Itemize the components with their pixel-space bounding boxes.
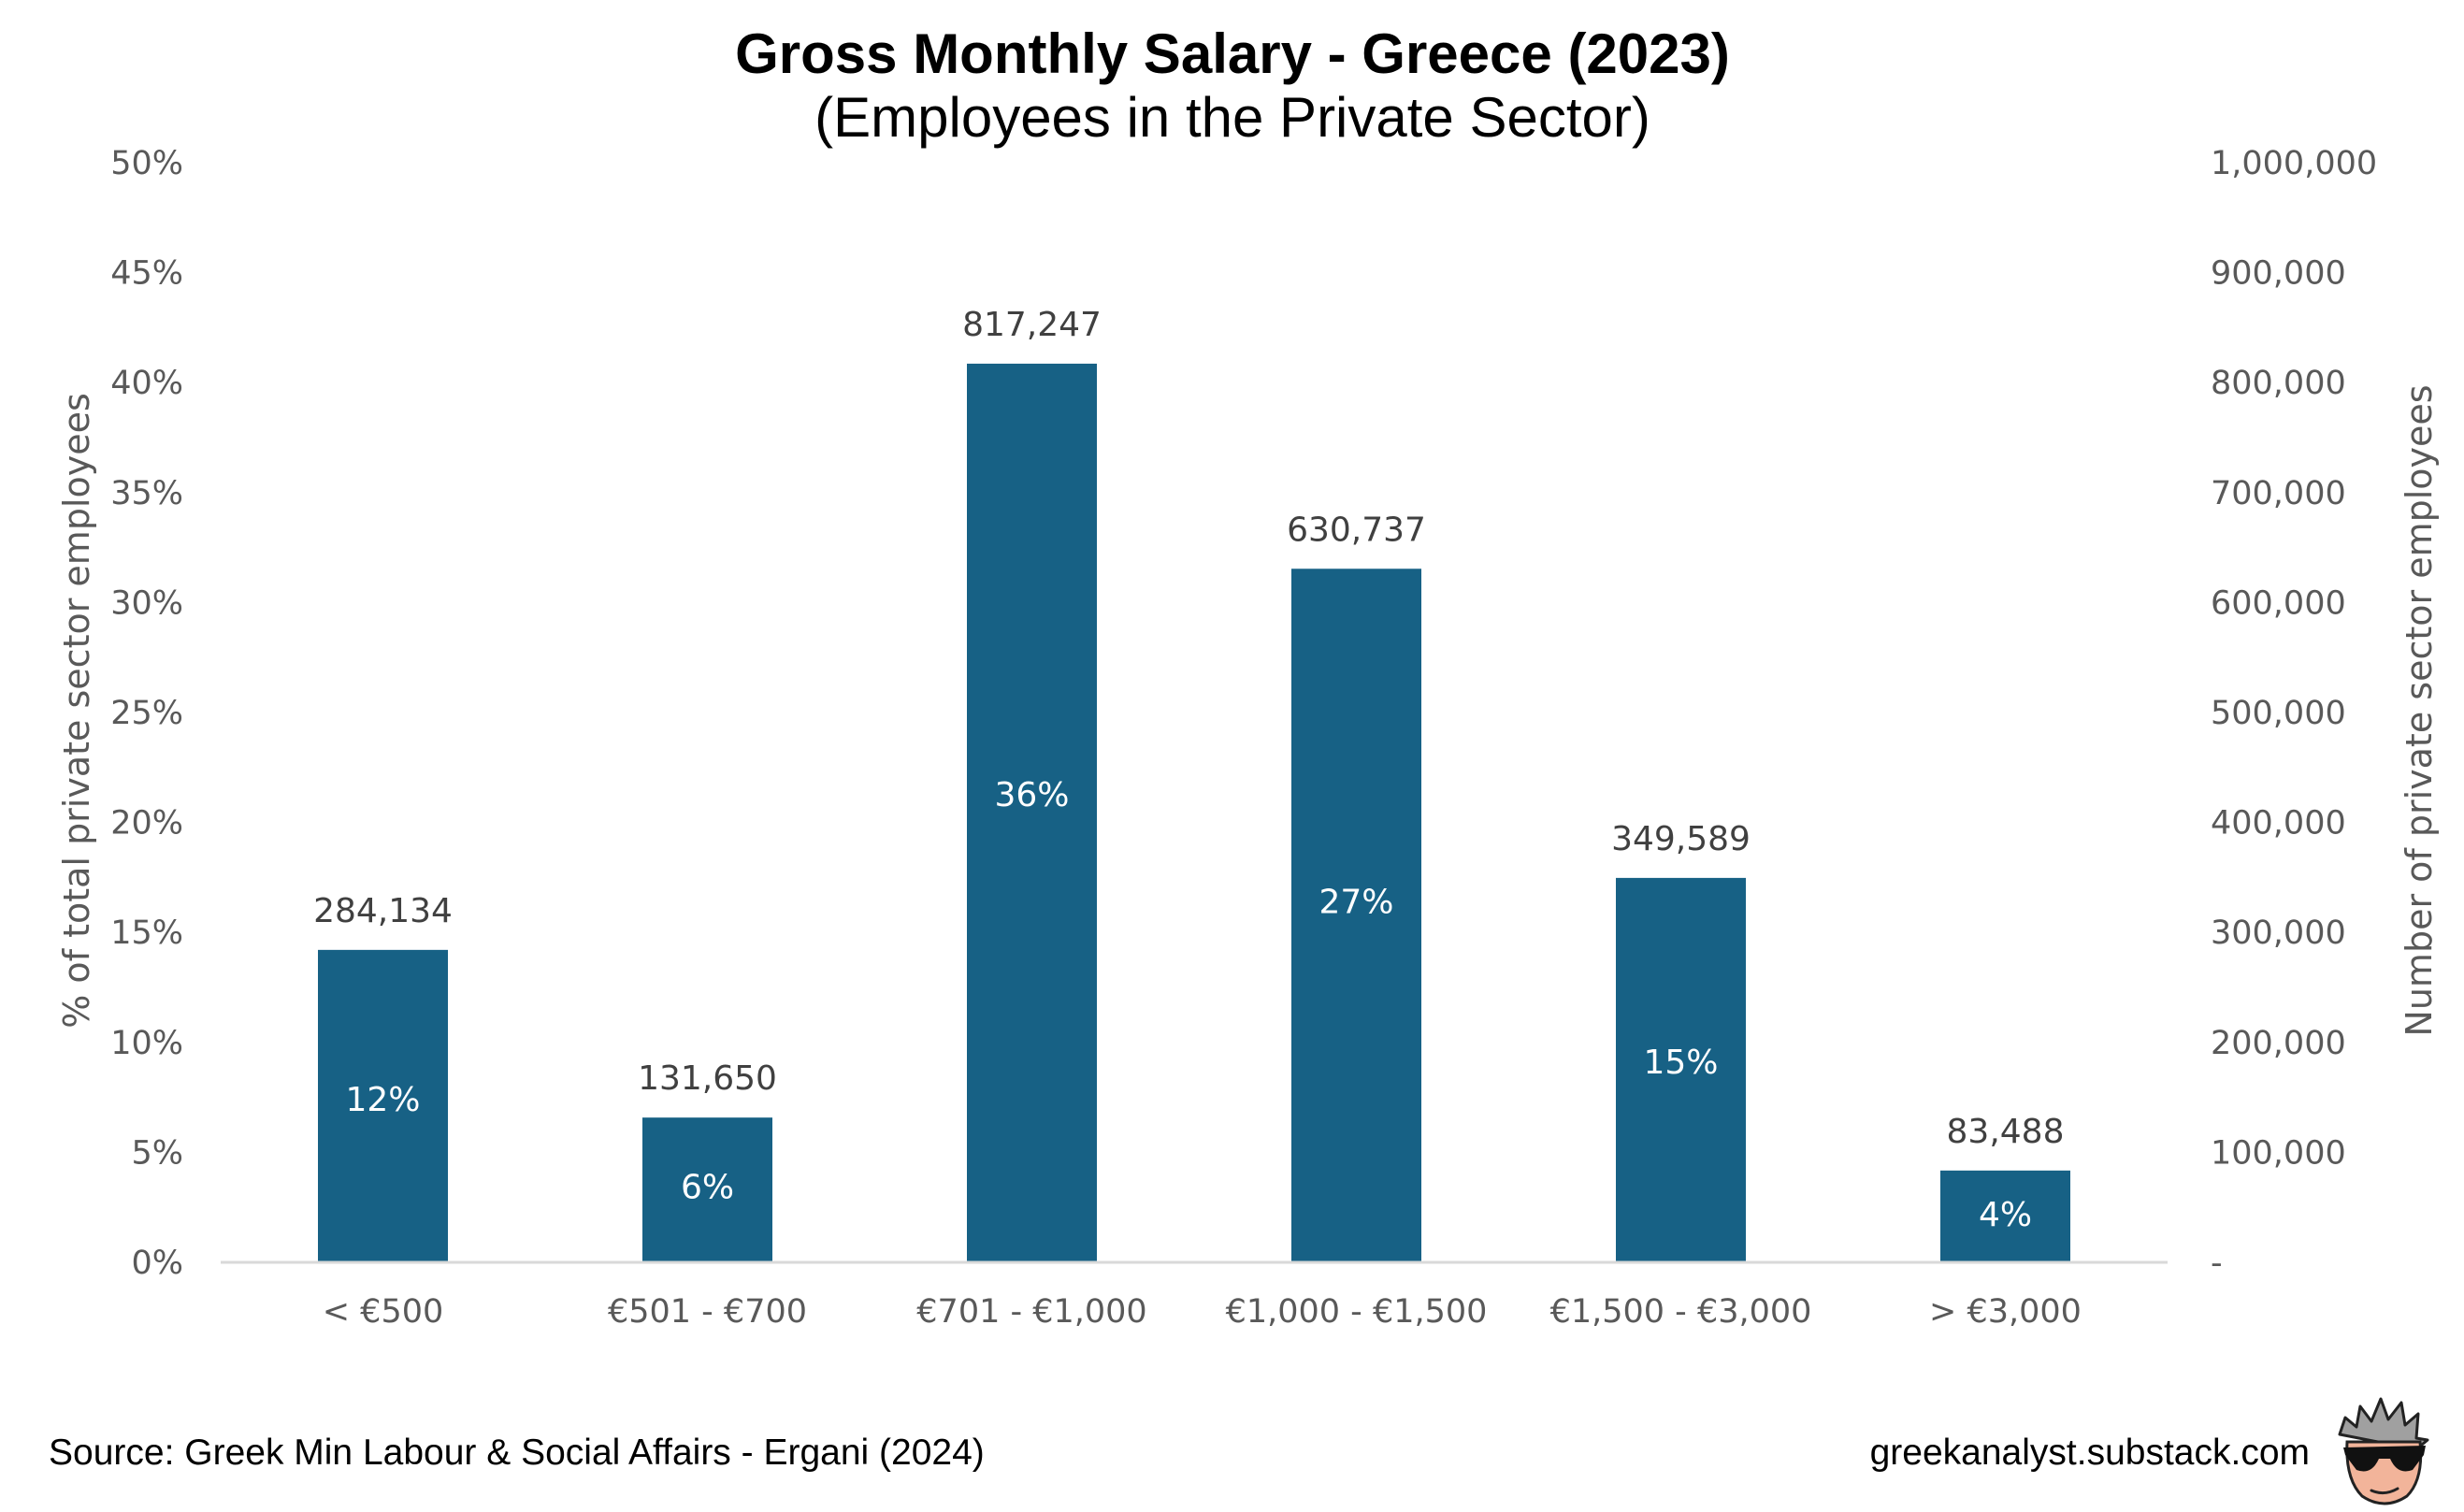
right-tick-label: 200,000 (2211, 1025, 2346, 1062)
left-axis-title: % of total private sector employees (56, 393, 97, 1029)
bar-value-label: 630,737 (1287, 511, 1426, 549)
bar-value-label: 83,488 (1947, 1113, 2065, 1151)
x-tick-label: €501 - €700 (608, 1293, 807, 1331)
x-tick-label: €1,500 - €3,000 (1550, 1293, 1812, 1331)
chart-subtitle: (Employees in the Private Sector) (814, 86, 1650, 149)
source-note: Source: Greek Min Labour & Social Affair… (49, 1433, 985, 1473)
left-tick-label: 30% (110, 584, 183, 622)
bar (642, 1117, 772, 1262)
x-tick-label: < €500 (323, 1293, 444, 1331)
bar-percent-label: 27% (1318, 883, 1393, 921)
bar-percent-label: 4% (1979, 1196, 2032, 1234)
x-tick-label: €701 - €1,000 (916, 1293, 1146, 1331)
bar-value-label: 349,589 (1611, 820, 1751, 858)
chart-title: Gross Monthly Salary - Greece (2023) (735, 22, 1730, 85)
right-tick-label: 500,000 (2211, 695, 2346, 732)
x-axis-labels: < €500 €501 - €700 €701 - €1,000 €1,000 - €… (323, 1293, 2082, 1331)
bar-value-label: 817,247 (962, 306, 1102, 344)
bar-percent-label: 6% (681, 1168, 734, 1206)
bar (967, 363, 1097, 1262)
left-tick-label: 40% (110, 365, 183, 402)
site-credit: greekanalyst.substack.com (1870, 1433, 2310, 1473)
left-tick-label: 20% (110, 805, 183, 842)
right-axis-title: Number of private sector employees (2399, 384, 2440, 1036)
left-axis-ticks: 0% 5% 10% 15% 20% 25% 30% 35% 40% 45% 50% (110, 145, 183, 1282)
left-tick-label: 35% (110, 475, 183, 512)
right-tick-label: - (2211, 1245, 2223, 1282)
left-tick-label: 10% (110, 1025, 183, 1062)
bar-percent-label: 15% (1643, 1044, 1718, 1082)
right-tick-label: 400,000 (2211, 805, 2346, 842)
right-tick-label: 800,000 (2211, 365, 2346, 402)
left-tick-label: 0% (131, 1245, 183, 1282)
left-tick-label: 15% (110, 914, 183, 952)
left-tick-label: 50% (110, 145, 183, 182)
x-tick-label: €1,000 - €1,500 (1226, 1293, 1488, 1331)
right-tick-label: 300,000 (2211, 914, 2346, 952)
bar (1940, 1170, 2070, 1262)
left-tick-label: 5% (131, 1134, 183, 1172)
right-tick-label: 600,000 (2211, 584, 2346, 622)
right-axis-ticks: - 100,000 200,000 300,000 400,000 500,000 600,… (2211, 145, 2377, 1282)
bar-percent-label: 36% (994, 776, 1069, 814)
right-tick-label: 1,000,000 (2211, 145, 2377, 182)
right-tick-label: 700,000 (2211, 475, 2346, 512)
sunglasses-avatar-icon (2338, 1397, 2429, 1505)
bar (1616, 877, 1746, 1262)
bar (1291, 569, 1421, 1262)
left-tick-label: 25% (110, 695, 183, 732)
x-tick-label: > €3,000 (1929, 1293, 2082, 1331)
bar-percent-label: 12% (345, 1081, 420, 1119)
bar-value-label: 131,650 (638, 1059, 777, 1098)
bar (318, 949, 448, 1262)
right-tick-label: 100,000 (2211, 1134, 2346, 1172)
left-tick-label: 45% (110, 255, 183, 293)
bars: 284,134 12% 131,650 6% 817,247 36% 630,737 27% 3… (313, 306, 2070, 1262)
bar-value-label: 284,134 (313, 892, 453, 930)
right-tick-label: 900,000 (2211, 255, 2346, 293)
